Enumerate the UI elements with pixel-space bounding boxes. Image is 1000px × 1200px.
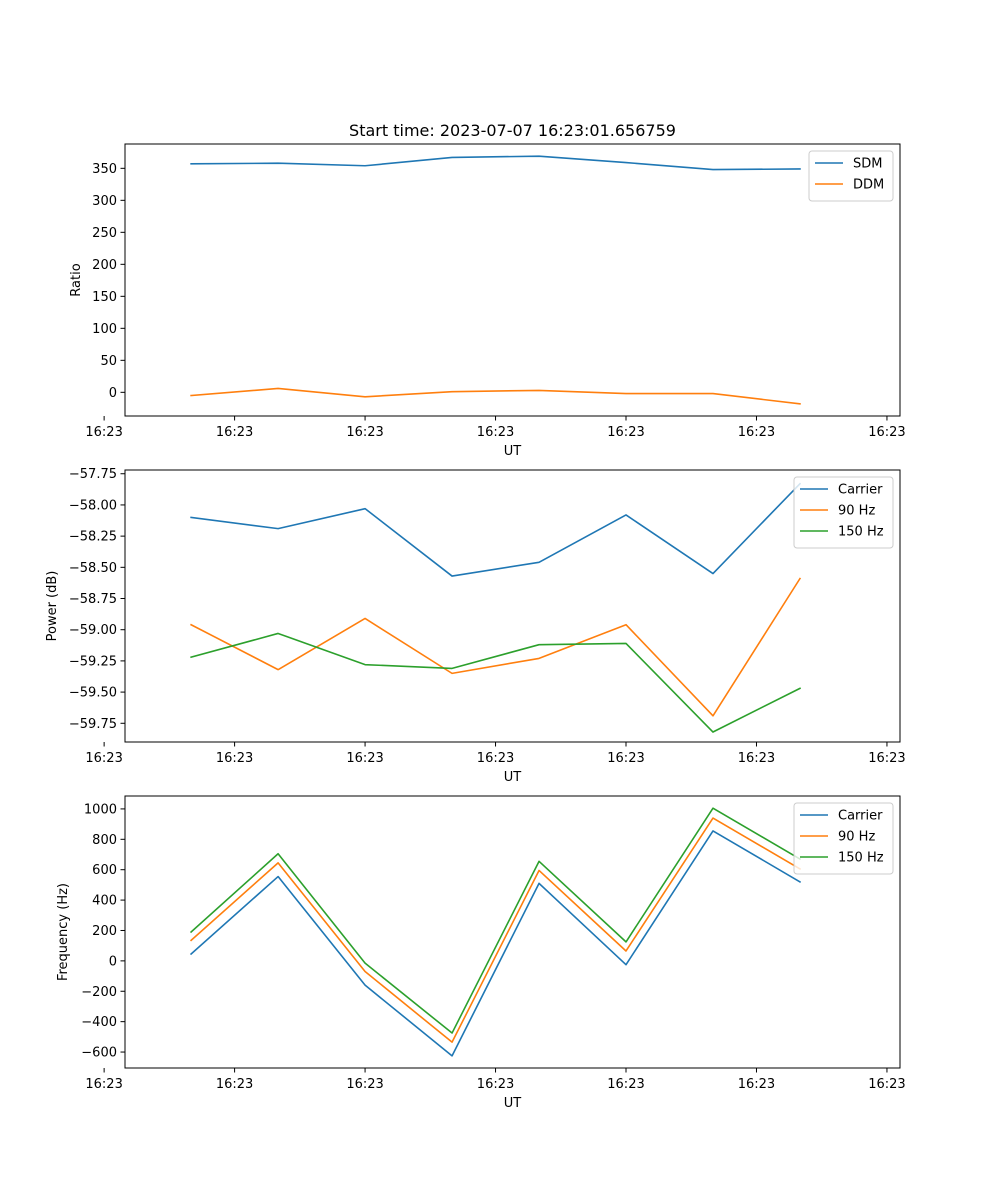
legend-label: Carrier (838, 483, 883, 498)
x-tick-label: 16:23 (216, 425, 253, 440)
series-line-90-hz (189, 817, 802, 1043)
series-line-150-hz (189, 807, 802, 1034)
y-tick-label: 600 (92, 863, 117, 878)
x-axis-label: UT (504, 1096, 522, 1111)
y-tick-label: −600 (81, 1046, 117, 1061)
legend-label: 150 Hz (838, 851, 884, 866)
x-tick-label: 16:23 (738, 425, 775, 440)
x-tick-label: 16:23 (477, 1077, 514, 1092)
x-tick-label: 16:23 (85, 751, 122, 766)
y-tick-label: −57.75 (69, 467, 117, 482)
x-tick-label: 16:23 (607, 1077, 644, 1092)
y-tick-label: 800 (92, 833, 117, 848)
series-line-90-hz (190, 577, 802, 717)
chart-panel-3: 16:23 16:23 16:23 16:23 16:23 16:23 16:23 −600 −… (56, 795, 906, 1111)
x-tick-label: 16:23 (607, 751, 644, 766)
y-tick-label: −58.50 (69, 561, 117, 576)
y-axis-label: Ratio (69, 263, 84, 296)
y-tick-label: 250 (92, 226, 117, 241)
x-tick-label: 16:23 (607, 425, 644, 440)
y-tick-label: −59.50 (69, 686, 117, 701)
legend-label: 90 Hz (838, 830, 875, 845)
x-tick-label: 16:23 (477, 425, 514, 440)
legend: Carrier 90 Hz 150 Hz (793, 476, 894, 549)
legend: Carrier 90 Hz 150 Hz (793, 802, 894, 875)
y-tick-label: −200 (81, 985, 117, 1000)
axes-frame (124, 795, 901, 1069)
y-tick-label: 400 (92, 894, 117, 909)
x-tick-label: 16:23 (346, 1077, 383, 1092)
series-line-carrier (189, 830, 802, 1057)
y-tick-label: 100 (92, 322, 117, 337)
chart-panel-2: 16:23 16:23 16:23 16:23 16:23 16:23 16:23 −59.7… (45, 467, 906, 785)
x-tick-label: 16:23 (477, 751, 514, 766)
y-tick-label: 0 (109, 386, 117, 401)
series-line-ddm (190, 387, 801, 405)
y-tick-label: 200 (92, 924, 117, 939)
y-tick-label: −59.00 (69, 623, 117, 638)
y-tick-label: 50 (100, 354, 117, 369)
y-tick-label: 350 (92, 162, 117, 177)
x-tick-label: 16:23 (868, 425, 905, 440)
axes-frame (124, 143, 901, 417)
y-axis-label: Frequency (Hz) (56, 883, 71, 981)
y-tick-label: 1000 (84, 802, 117, 817)
chart-panel-1: 16:23 16:23 16:23 16:23 16:23 16:23 16:23 0 50 10… (69, 143, 906, 459)
legend-label: DDM (853, 178, 884, 193)
y-tick-label: −58.75 (69, 592, 117, 607)
x-tick-label: 16:23 (868, 751, 905, 766)
x-axis-label: UT (504, 444, 522, 459)
x-tick-label: 16:23 (868, 1077, 905, 1092)
axes-frame (124, 469, 901, 743)
x-tick-label: 16:23 (216, 1077, 253, 1092)
series-line-150-hz (190, 632, 802, 733)
y-tick-label: 300 (92, 194, 117, 209)
y-tick-label: −58.00 (69, 498, 117, 513)
x-tick-label: 16:23 (346, 751, 383, 766)
legend-label: 90 Hz (838, 504, 875, 519)
y-tick-label: 200 (92, 258, 117, 273)
y-tick-label: −59.75 (69, 717, 117, 732)
legend: SDM DDM (808, 150, 894, 202)
x-tick-label: 16:23 (738, 1077, 775, 1092)
series-line-sdm (190, 155, 801, 171)
x-tick-label: 16:23 (738, 751, 775, 766)
y-axis-label: Power (dB) (45, 571, 60, 642)
legend-label: Carrier (838, 809, 883, 824)
y-tick-label: −400 (81, 1015, 117, 1030)
x-tick-label: 16:23 (85, 425, 122, 440)
legend-label: SDM (853, 157, 882, 172)
y-tick-label: 0 (109, 954, 117, 969)
y-tick-label: 150 (92, 290, 117, 305)
x-tick-label: 16:23 (85, 1077, 122, 1092)
panels: 16:23 16:23 16:23 16:23 16:23 16:23 16:23 0 50 10… (45, 143, 906, 1111)
y-tick-label: −58.25 (69, 530, 117, 545)
y-tick-label: −59.25 (69, 654, 117, 669)
legend-label: 150 Hz (838, 525, 884, 540)
x-tick-label: 16:23 (216, 751, 253, 766)
series-line-carrier (190, 482, 802, 577)
x-axis-label: UT (504, 770, 522, 785)
figure-title: Start time: 2023-07-07 16:23:01.656759 (349, 121, 676, 140)
x-tick-label: 16:23 (346, 425, 383, 440)
